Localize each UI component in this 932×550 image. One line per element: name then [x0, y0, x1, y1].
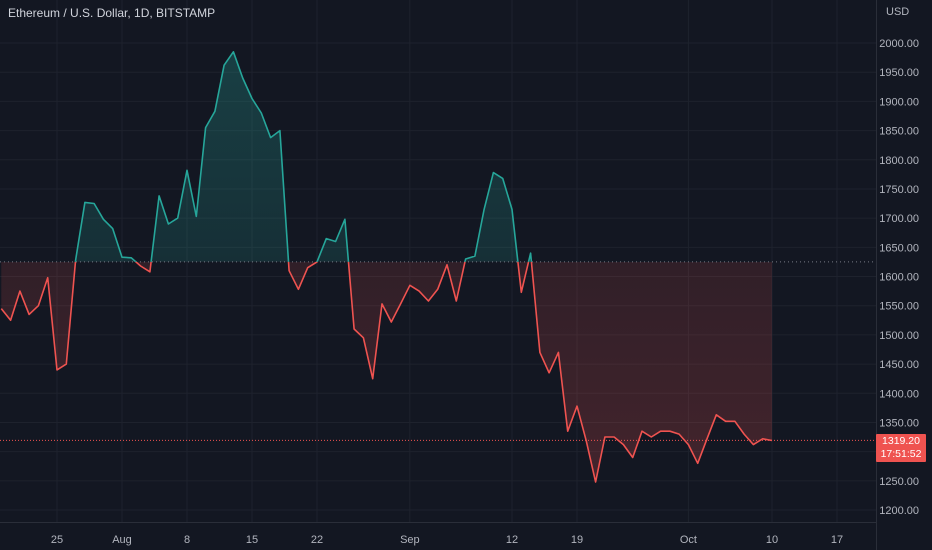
- area-below-baseline: [1, 261, 772, 482]
- price-tick-label: 1200.00: [879, 505, 919, 517]
- date-tick-label: 15: [246, 534, 258, 546]
- bar-countdown: 17:51:52: [880, 448, 922, 460]
- date-tick-label: 25: [51, 534, 63, 546]
- price-tick-label: 1800.00: [879, 155, 919, 167]
- date-tick-label: 17: [831, 534, 843, 546]
- date-tick-label: 10: [766, 534, 778, 546]
- date-tick-label: 12: [506, 534, 518, 546]
- price-tick-label: 1900.00: [879, 96, 919, 108]
- last-price-value: 1319.20: [882, 435, 920, 447]
- date-tick-label: 22: [311, 534, 323, 546]
- currency-label: USD: [886, 6, 910, 18]
- price-tick-label: 1400.00: [879, 388, 919, 400]
- symbol-title[interactable]: Ethereum / U.S. Dollar, 1D, BITSTAMP: [8, 6, 216, 20]
- price-tick-label: 2000.00: [879, 38, 919, 50]
- price-tick-label: 1350.00: [879, 417, 919, 429]
- price-tick-label: 1650.00: [879, 242, 919, 254]
- date-tick-label: 19: [571, 534, 583, 546]
- date-tick-label: 8: [184, 534, 190, 546]
- date-tick-label: Sep: [400, 534, 420, 546]
- price-tick-label: 1750.00: [879, 184, 919, 196]
- price-tick-label: 1450.00: [879, 359, 919, 371]
- price-tick-label: 1950.00: [879, 67, 919, 79]
- price-line-up: [74, 51, 533, 262]
- price-tick-label: 1600.00: [879, 272, 919, 284]
- area-above-baseline: [1, 51, 772, 262]
- date-tick-label: Aug: [112, 534, 132, 546]
- price-tick-label: 1250.00: [879, 476, 919, 488]
- price-tick-label: 1550.00: [879, 301, 919, 313]
- price-tick-label: 1500.00: [879, 330, 919, 342]
- price-tick-label: 1700.00: [879, 213, 919, 225]
- last-price-badge: 1319.20 17:51:52: [876, 434, 926, 462]
- price-line-down: [0, 261, 773, 483]
- price-tick-label: 1850.00: [879, 126, 919, 138]
- date-tick-label: Oct: [680, 534, 697, 546]
